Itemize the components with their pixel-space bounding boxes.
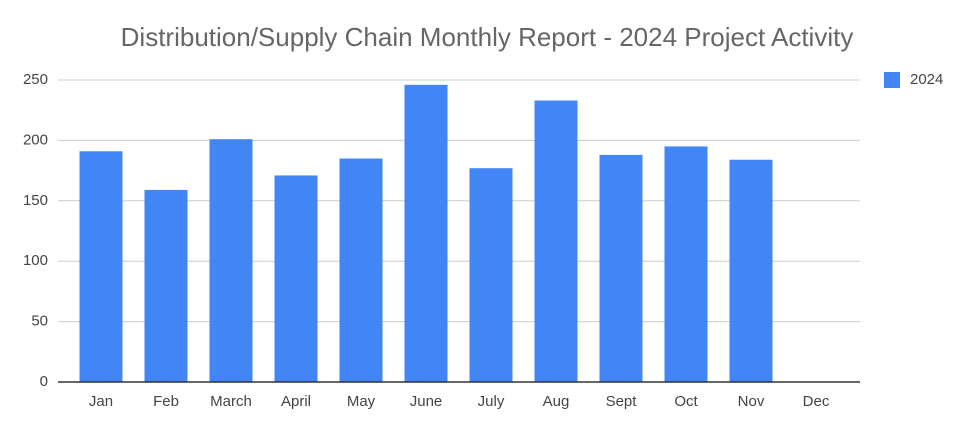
x-tick-label: July xyxy=(478,393,505,410)
x-tick-label: June xyxy=(410,393,443,410)
x-tick-label: Oct xyxy=(674,393,698,410)
x-tick-label: Nov xyxy=(738,393,765,410)
y-tick-label: 150 xyxy=(23,192,48,209)
x-tick-label: Sept xyxy=(606,393,638,410)
x-tick-label: Aug xyxy=(543,393,570,410)
legend-label: 2024 xyxy=(910,71,943,88)
bar xyxy=(599,154,643,382)
x-tick-label: Jan xyxy=(89,393,113,410)
bar xyxy=(144,189,188,382)
bar xyxy=(729,159,773,382)
x-tick-label: May xyxy=(347,393,376,410)
legend-swatch xyxy=(884,72,900,88)
y-tick-label: 100 xyxy=(23,252,48,269)
x-tick-label: March xyxy=(210,393,252,410)
x-tick-label: April xyxy=(281,393,311,410)
bar xyxy=(469,168,513,382)
x-tick-label: Dec xyxy=(803,393,830,410)
y-tick-label: 50 xyxy=(31,313,48,330)
x-tick-label: Feb xyxy=(153,393,179,410)
y-tick-label: 0 xyxy=(40,373,48,390)
bar xyxy=(209,139,253,382)
bar xyxy=(664,146,708,382)
bar xyxy=(339,158,383,382)
bar xyxy=(534,100,578,382)
chart-title: Distribution/Supply Chain Monthly Report… xyxy=(121,22,854,52)
y-tick-label: 250 xyxy=(23,71,48,88)
bar xyxy=(274,175,318,382)
bar xyxy=(404,84,448,382)
y-tick-label: 200 xyxy=(23,131,48,148)
bar xyxy=(79,151,123,382)
